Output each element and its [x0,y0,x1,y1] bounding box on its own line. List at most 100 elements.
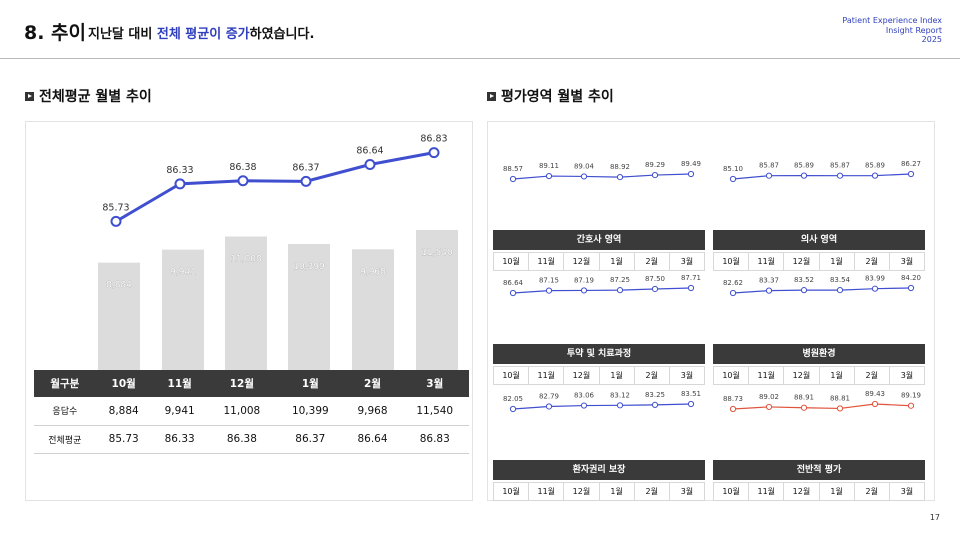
domain-month-cell: 3월 [680,257,694,266]
domain-title: 병원환경 [713,344,925,364]
domain-point [836,405,844,412]
domain-title: 전반적 평가 [713,460,925,480]
domain-month-cell: 10월 [494,253,530,270]
domain-value-label: 83.06 [574,392,595,400]
line-value-label: 85.73 [102,202,129,213]
response-bar [416,229,458,372]
domain-point [800,287,808,294]
table-cell: 11,540 [400,397,469,426]
table-header-row: 월구분 10월 11월 12월 1월 2월 3월 [34,370,469,397]
domain-value-label: 83.25 [645,391,665,399]
domain-point [687,400,695,408]
response-bar [288,244,330,372]
domain-month-cell: 11월 [529,367,565,384]
headline: 지난달 대비 전체 평균이 증가하였습니다. [88,23,314,42]
domain-point [729,175,737,183]
domain-series-line [732,403,912,410]
domain-value-label: 82.79 [539,392,559,400]
domain-point [800,404,808,411]
domain-value-label: 85.87 [830,162,850,170]
domain-month-row: 10월 11월 12월 1월 2월 3월 [713,252,925,271]
domain-month-cell: 12월 [564,253,600,270]
table-cell: 86.33 [151,425,208,454]
response-bar [162,249,204,372]
domain-value-label: 85.10 [723,165,743,173]
domain-point [651,285,659,293]
headline-pre: 지난달 대비 [88,27,157,42]
headline-highlight: 전체 평균이 증가 [156,27,250,42]
right-section-title-text: 평가영역 월별 추이 [501,89,614,105]
report-line3: 2025 [921,35,942,44]
line-point [110,215,122,227]
domain-point [651,401,659,408]
page-number: 17 [929,513,940,522]
bar-value-label: 8,884 [106,281,132,291]
table-header-cell: 11월 [151,370,208,397]
domain-point [545,287,553,294]
domain-value-label: 89.49 [681,160,701,168]
domain-point [509,289,517,297]
bar-value-label: 9,941 [170,268,196,278]
table-row-label: 전체평균 [34,425,96,454]
domain-month-cell: 1월 [820,483,855,500]
domain-line-chart: 88.73 89.02 88.91 88.81 89.43 89.19 [723,390,921,413]
domain-value-label: 88.81 [830,394,850,402]
domain-point [907,284,915,292]
domain-point [509,175,517,183]
domain-point [580,287,588,294]
domain-month-cell: 2월 [635,367,670,384]
domain-point [729,289,737,297]
domain-month-row: 10월 11월 12월 1월 2월 3월 [713,366,925,385]
bar-value-label: 9,968 [360,267,386,277]
domain-month-cell: 2월 [855,253,890,270]
domain-month-cell: 1월 [600,483,635,500]
table-cell: 9,941 [151,397,208,426]
domain-series-line [512,173,692,180]
table-cell: 8,884 [95,397,152,426]
domain-month-row: 10월 11월 12월 1월 2월 3월 [713,482,925,501]
domain-value-label: 84.20 [901,274,921,282]
table-body: 응답수 8,884 9,941 11,008 10,399 9,968 11,540 전체평균… [34,397,469,454]
domain-line-chart: 88.57 89.11 89.04 88.92 89.29 89.49 [503,160,701,183]
line-value-label: 86.37 [292,162,319,173]
domain-title: 의사 영역 [713,230,925,250]
domain-point [580,402,588,409]
line-value-label: 86.83 [420,134,447,145]
report-line1: Patient Experience Index [842,16,942,25]
domain-month-cell: 3월 [680,487,694,496]
domain-chart: 82.62 83.37 83.52 83.54 83.99 84.20 병원환경 10월 11월… [713,261,925,387]
domain-value-label: 88.57 [503,165,523,173]
domain-point [545,172,553,180]
domain-month-cell: 1월 [600,253,635,270]
domain-chart: 88.57 89.11 89.04 88.92 89.29 89.49 간호사 영역 10월 1… [493,147,705,273]
domain-month-cell: 2월 [855,483,890,500]
table-header-cell: 1월 [276,370,345,397]
response-bar [98,262,140,372]
domain-month-cell: 10월 [494,367,530,384]
report-line2: Insight Report [885,25,942,35]
domain-series-line [732,287,912,294]
table-header-cell: 월구분 [34,370,96,397]
bar-value-label: 11,008 [230,255,262,265]
domain-chart: 86.64 87.15 87.19 87.25 87.50 87.71 투약 및 치료과정 1… [493,261,705,387]
left-section-title: 전체평균 월별 추이 [25,86,152,106]
domain-month-cell: 3월 [680,371,694,380]
domain-value-label: 89.29 [645,161,665,169]
domain-value-label: 86.27 [901,160,921,168]
domain-value-label: 82.62 [723,279,743,287]
domain-value-label: 87.15 [539,277,559,285]
domain-month-cell: 11월 [749,367,785,384]
table-cell: 10,399 [276,397,345,426]
domain-point [545,403,553,410]
table-header-cell: 2월 [344,370,401,397]
table-cell: 9,968 [344,397,401,426]
domain-chart: 85.10 85.87 85.89 85.87 85.89 86.27 의사 영역 10월 11… [713,147,925,273]
line-point [237,175,249,187]
domain-month-cell: 12월 [784,483,820,500]
line-point [300,175,312,187]
domain-value-label: 83.52 [794,276,814,284]
domain-month-cell: 11월 [749,253,785,270]
domain-line-chart: 86.64 87.15 87.19 87.25 87.50 87.71 [503,274,701,297]
domain-value-label: 85.87 [759,162,779,170]
domain-value-label: 87.71 [681,274,701,282]
